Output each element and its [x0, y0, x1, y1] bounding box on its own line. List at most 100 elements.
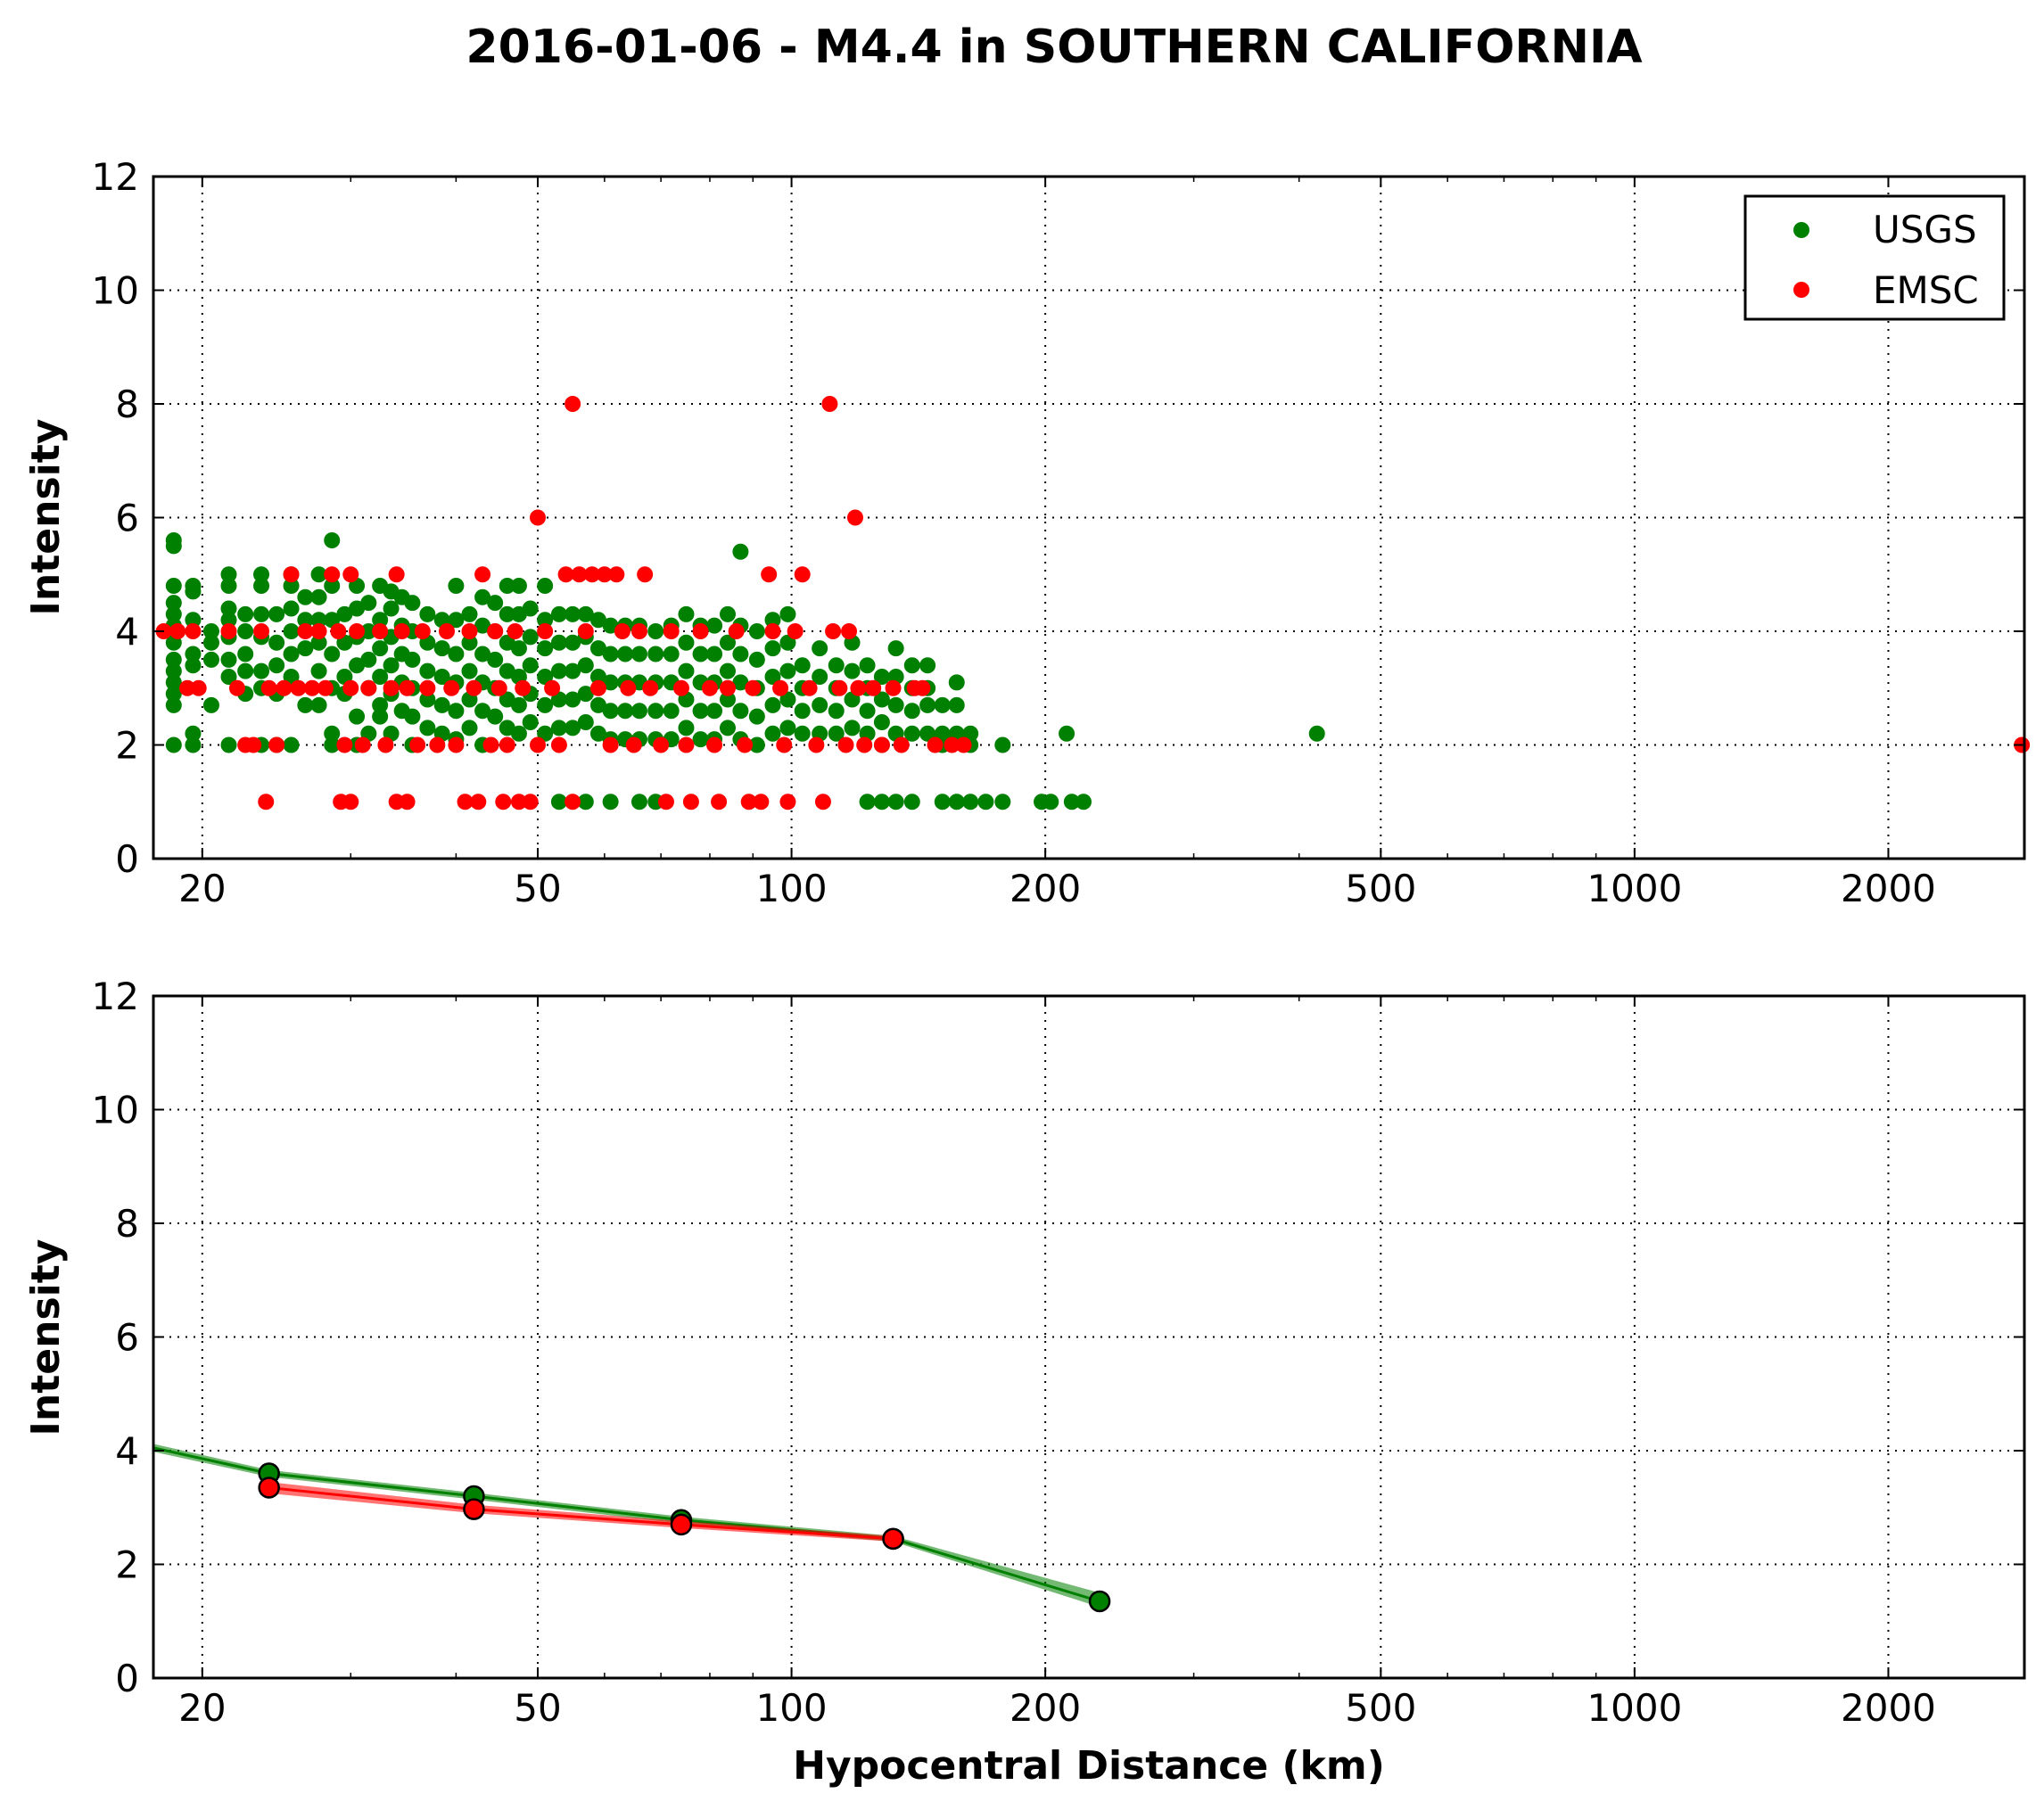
emsc-point: [336, 736, 353, 753]
usgs-point: [577, 686, 594, 703]
usgs-point: [253, 578, 270, 594]
usgs-point: [165, 736, 182, 753]
usgs-point: [565, 634, 581, 651]
usgs-point: [748, 651, 765, 668]
usgs-point: [510, 696, 527, 713]
usgs-point: [719, 605, 736, 622]
bottom-lines-and-markers: [152, 1444, 1111, 1613]
emsc-point: [955, 736, 972, 753]
usgs-point: [268, 634, 285, 651]
usgs-point: [310, 662, 327, 679]
usgs-point: [220, 736, 237, 753]
usgs-point: [550, 794, 567, 810]
emsc-point: [169, 623, 186, 639]
bottom-y-tick-label: 10: [92, 1089, 139, 1132]
usgs-point: [419, 605, 436, 622]
emsc-point: [510, 794, 527, 810]
usgs-point: [253, 566, 270, 583]
usgs-point: [692, 646, 709, 662]
usgs-point: [237, 646, 254, 662]
emsc-point: [276, 679, 293, 696]
emsc-point: [482, 736, 499, 753]
usgs-point: [706, 703, 723, 720]
emsc-point: [297, 623, 314, 639]
usgs-point: [589, 696, 606, 713]
usgs-point: [448, 612, 465, 629]
usgs-point: [873, 714, 890, 730]
usgs-point: [310, 588, 327, 605]
usgs-point: [764, 669, 781, 685]
legend-emsc-label: EMSC: [1873, 268, 1979, 312]
usgs-point: [647, 623, 664, 639]
usgs-point: [383, 600, 400, 617]
emsc-point: [865, 679, 882, 696]
usgs-point: [297, 612, 314, 629]
emsc-point: [637, 566, 654, 583]
emsc-point: [268, 736, 285, 753]
emsc-point: [324, 566, 341, 583]
usgs-point: [1308, 725, 1325, 742]
emsc-point: [383, 679, 400, 696]
bottom-y-tick-label: 8: [115, 1202, 139, 1246]
bottom-x-tick-label: 200: [1010, 1686, 1081, 1730]
usgs-point: [237, 623, 254, 639]
usgs-point: [779, 720, 796, 736]
emsc-point: [220, 623, 237, 639]
usgs-point: [794, 703, 811, 720]
usgs-point: [663, 646, 680, 662]
usgs-point: [994, 736, 1011, 753]
top-y-tick-label: 8: [115, 383, 139, 426]
emsc-point: [856, 736, 873, 753]
usgs-point: [994, 794, 1011, 810]
usgs-point: [537, 612, 554, 629]
usgs-point: [461, 634, 478, 651]
green-marker: [1088, 1590, 1111, 1613]
usgs-point: [360, 595, 377, 612]
emsc-point: [304, 679, 321, 696]
emsc-point: [631, 623, 647, 639]
emsc-point: [342, 794, 359, 810]
usgs-point: [324, 646, 341, 662]
red-marker: [882, 1527, 904, 1551]
emsc-point: [260, 679, 277, 696]
emsc-point: [377, 736, 394, 753]
usgs-point: [283, 578, 300, 594]
usgs-point: [977, 794, 994, 810]
usgs-point: [185, 725, 202, 742]
usgs-point: [1043, 794, 1059, 810]
usgs-point: [550, 634, 567, 651]
usgs-point: [433, 696, 450, 713]
usgs-point: [719, 691, 736, 708]
usgs-point: [283, 736, 300, 753]
usgs-point: [812, 669, 828, 685]
green-band: [153, 1444, 1100, 1608]
usgs-point: [794, 657, 811, 674]
usgs-point: [237, 662, 254, 679]
emsc-point: [490, 679, 507, 696]
usgs-point: [577, 657, 594, 674]
emsc-point: [663, 623, 680, 639]
usgs-point: [812, 696, 828, 713]
usgs-point: [253, 662, 270, 679]
usgs-point: [873, 794, 890, 810]
red-band: [268, 1482, 894, 1542]
top-x-tick-label: 1000: [1587, 867, 1682, 910]
usgs-point: [220, 600, 237, 617]
emsc-point: [228, 679, 245, 696]
emsc-point: [360, 679, 377, 696]
usgs-point: [732, 674, 749, 691]
usgs-point: [310, 612, 327, 629]
usgs-point: [522, 657, 539, 674]
usgs-point: [794, 725, 811, 742]
bottom-y-tick-label: 0: [115, 1657, 139, 1700]
usgs-point: [474, 588, 491, 605]
usgs-point: [360, 651, 377, 668]
top-y-axis-label: Intensity: [23, 419, 69, 616]
emsc-point: [846, 509, 863, 526]
bottom-x-tick-label: 1000: [1587, 1686, 1682, 1730]
usgs-point: [461, 662, 478, 679]
top-scatter-points: [155, 396, 2031, 810]
emsc-point: [530, 736, 547, 753]
usgs-point: [383, 657, 400, 674]
usgs-point: [565, 662, 581, 679]
